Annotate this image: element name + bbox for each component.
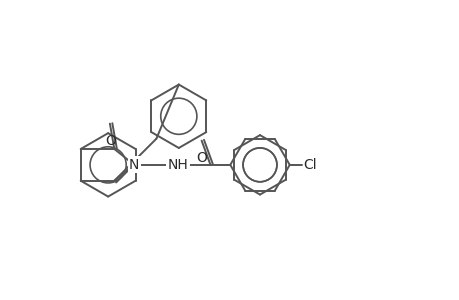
Text: O: O	[105, 134, 116, 148]
Text: NH: NH	[168, 158, 188, 172]
Text: O: O	[196, 151, 207, 165]
Text: Cl: Cl	[303, 158, 317, 172]
Text: N: N	[129, 158, 139, 172]
